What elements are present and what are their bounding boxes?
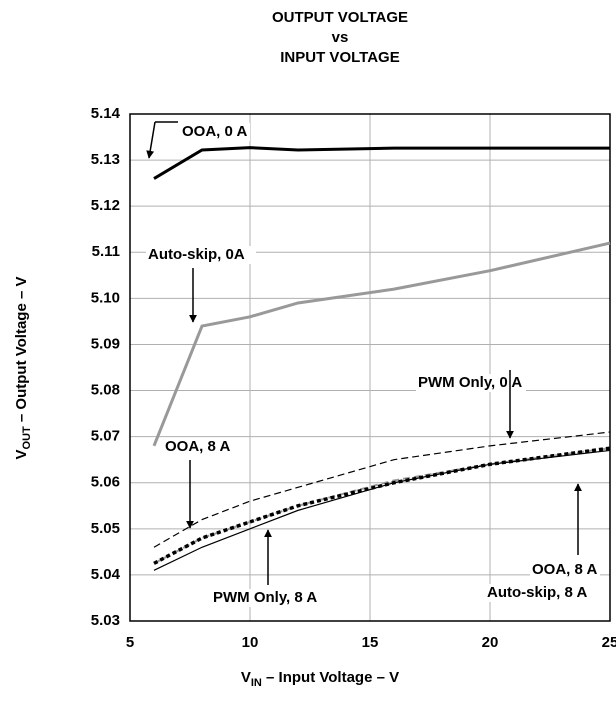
plot-frame [129, 113, 611, 622]
x-tick-label: 5 [126, 634, 134, 651]
x-tick-label: 15 [362, 634, 379, 651]
annotation: OOA, 8 A [165, 438, 230, 455]
y-axis-label: VOUT – Output Voltage – V [13, 277, 33, 460]
y-tick-label: 5.09 [91, 335, 120, 352]
chart-title: OUTPUT VOLTAGE [272, 9, 408, 26]
y-tick-label: 5.04 [91, 566, 121, 583]
y-tick-label: 5.14 [91, 105, 121, 122]
y-tick-label: 5.11 [92, 243, 120, 260]
series-line [153, 431, 611, 548]
y-tick-label: 5.06 [91, 474, 120, 491]
annotation: PWM Only, 0 A [418, 374, 522, 391]
annotation-bg [416, 374, 526, 392]
annotation: Auto-skip, 8 A [487, 584, 587, 601]
y-tick-label: 5.13 [91, 151, 120, 168]
chart-title: vs [332, 29, 349, 46]
annotation-bg [485, 584, 603, 602]
chart-title: INPUT VOLTAGE [280, 49, 399, 66]
annotation-bg [146, 246, 256, 264]
x-tick-label: 25 [602, 634, 616, 651]
y-tick-label: 5.12 [91, 197, 120, 214]
annotation-bg [163, 438, 233, 456]
y-tick-label: 5.10 [91, 289, 120, 306]
x-axis-label: VIN – Input Voltage – V [241, 669, 399, 689]
arrow [146, 121, 156, 159]
annotation-bg [530, 561, 600, 579]
x-tick-label: 20 [482, 634, 499, 651]
y-tick-label: 5.08 [91, 382, 120, 399]
series-line [153, 449, 611, 571]
annotation: OOA, 8 A [532, 561, 597, 578]
series-line [153, 146, 610, 180]
annotation: PWM Only, 8 A [213, 589, 317, 606]
annotation: Auto-skip, 0A [148, 246, 245, 263]
y-tick-label: 5.07 [91, 428, 120, 445]
annotation: OOA, 0 A [182, 123, 247, 140]
series-line [152, 241, 611, 447]
x-tick-label: 10 [242, 634, 259, 651]
annotation-bg [211, 589, 321, 607]
series-line [153, 447, 611, 565]
y-tick-label: 5.05 [91, 520, 120, 537]
y-tick-label: 5.03 [91, 612, 120, 629]
series-line [153, 446, 611, 565]
annotation-bg [180, 123, 250, 141]
